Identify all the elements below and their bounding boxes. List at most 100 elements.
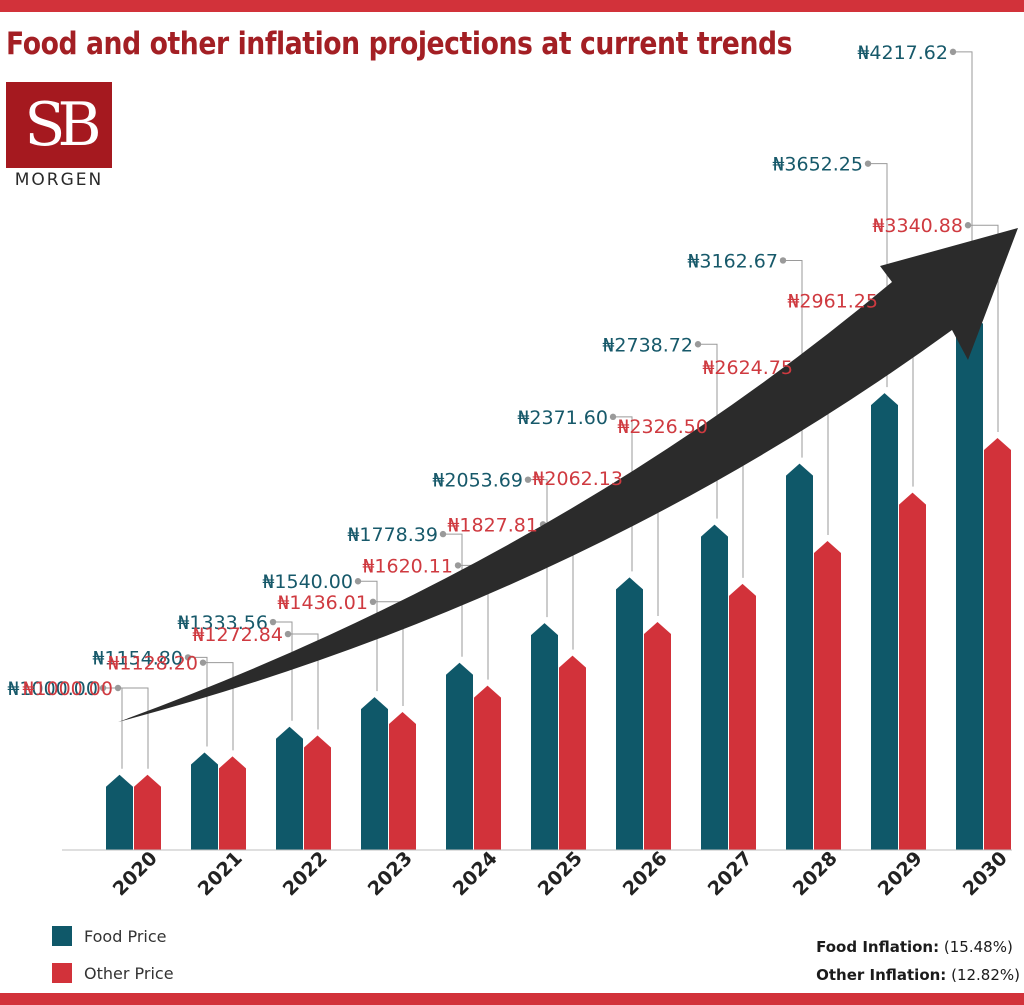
leader-food-2022 [273, 621, 293, 721]
leader-dot-other-2020 [114, 684, 122, 692]
leader-dot-food-2021 [184, 654, 192, 661]
value-label-other-2030: ₦3340.88 [872, 215, 963, 237]
value-labels: ₦1000.00₦1000.00 ₦1154.80₦1128.20 ₦1333.56… [7, 42, 963, 700]
bar-other-2028 [814, 540, 841, 850]
leader-food-2021 [188, 656, 208, 747]
value-label-other-2021: ₦1128.20 [107, 653, 198, 675]
x-tick-2030: 2030 [959, 847, 1012, 900]
leader-other-2030 [968, 224, 999, 432]
leader-food-2020 [103, 687, 123, 769]
food-inflation-value: (15.48%) [943, 938, 1013, 956]
leader-dot-food-2024 [439, 530, 447, 538]
leader-dot-food-2020 [99, 684, 107, 692]
value-label-food-2023: ₦1540.00 [262, 571, 353, 593]
bar-other-2027 [729, 583, 756, 850]
value-label-food-2021: ₦1154.80 [92, 647, 183, 669]
value-label-other-2022: ₦1272.84 [192, 624, 283, 646]
bottom-band [0, 993, 1024, 1005]
leader-dot-food-2022 [269, 618, 277, 626]
bar-food-2025 [531, 623, 558, 850]
legend-label-food: Food Price [84, 926, 167, 946]
bar-food-2026 [616, 577, 643, 850]
x-tick-2021: 2021 [194, 847, 247, 900]
bars [106, 311, 1011, 850]
page-title: Food and other inflation projections at … [6, 26, 793, 62]
bar-food-2023 [361, 697, 388, 850]
value-label-other-2027: ₦2326.50 [617, 416, 708, 438]
bar-food-2020 [106, 774, 133, 850]
x-axis: 2020 2021 2022 2023 2024 2025 2026 2027 2028 2029… [62, 847, 1012, 900]
leader-dot-other-2021 [199, 659, 207, 666]
other-inflation-value: (12.82%) [951, 966, 1020, 984]
bar-other-2030 [984, 437, 1011, 850]
food-inflation: Food Inflation: (15.48%) [816, 938, 1020, 956]
bar-food-2027 [701, 524, 728, 850]
legend-swatch-other [52, 963, 72, 983]
leader-dot-food-2026 [609, 413, 617, 421]
leader-dot-other-2023 [369, 598, 377, 606]
value-label-other-2025: ₦1827.81 [447, 514, 538, 536]
leader-food-2024 [443, 533, 463, 657]
x-tick-2028: 2028 [789, 847, 842, 900]
leader-dot-food-2023 [354, 578, 362, 585]
value-label-other-2024: ₦1620.11 [362, 555, 453, 577]
leader-food-2023 [358, 580, 378, 692]
bar-food-2030 [956, 311, 983, 850]
bar-other-2024 [474, 685, 501, 850]
leader-dot-other-2024 [454, 562, 462, 569]
bar-other-2026 [644, 621, 671, 850]
value-label-food-2024: ₦1778.39 [347, 524, 438, 546]
value-label-other-2023: ₦1436.01 [277, 592, 368, 614]
bar-other-2029 [899, 492, 926, 850]
trend-arrow [118, 228, 1018, 722]
leader-dot-food-2025 [524, 476, 532, 483]
x-tick-2023: 2023 [364, 847, 417, 900]
leader-dot-food-2029 [864, 160, 872, 167]
bar-food-2022 [276, 726, 303, 850]
other-inflation-name: Other Inflation: [816, 966, 947, 984]
x-tick-2020: 2020 [109, 847, 162, 900]
top-band [0, 0, 1024, 12]
value-label-food-2028: ₦3162.67 [687, 250, 778, 272]
legend: Food Price Other Price [52, 926, 174, 1000]
value-label-food-2022: ₦1333.56 [177, 612, 268, 634]
bar-food-2021 [191, 752, 218, 850]
bar-other-2020 [134, 774, 161, 850]
bar-other-2025 [559, 655, 586, 850]
bar-other-2021 [219, 756, 246, 850]
other-inflation: Other Inflation: (12.82%) [816, 966, 1020, 984]
bar-food-2029 [871, 393, 898, 850]
leader-other-2022 [288, 633, 319, 730]
leader-food-2030 [953, 51, 973, 306]
leader-dot-food-2030 [949, 48, 957, 56]
value-label-other-2029: ₦2961.25 [787, 290, 878, 312]
bar-food-2024 [446, 662, 473, 850]
logo-word: MORGEN [14, 170, 104, 190]
value-label-food-2026: ₦2371.60 [517, 407, 608, 429]
leader-food-2025 [528, 479, 548, 618]
x-tick-2024: 2024 [449, 847, 502, 900]
legend-swatch-food [52, 926, 72, 946]
x-tick-2026: 2026 [619, 847, 672, 900]
x-tick-2029: 2029 [874, 847, 927, 900]
leader-dot-food-2027 [694, 341, 702, 348]
value-label-other-2028: ₦2624.75 [702, 357, 793, 379]
legend-item-food: Food Price [52, 926, 174, 946]
leader-other-2020 [118, 687, 149, 769]
value-label-other-2020: ₦1000.00 [22, 678, 113, 700]
legend-item-other: Other Price [52, 963, 174, 983]
value-label-food-2020: ₦1000.00 [7, 678, 98, 700]
legend-label-other: Other Price [84, 963, 174, 983]
inflation-summary: Food Inflation: (15.48%) Other Inflation… [816, 938, 1020, 994]
trend-arrow-group [118, 228, 1018, 722]
value-label-other-2026: ₦2062.13 [532, 468, 623, 490]
value-label-food-2030: ₦4217.62 [857, 42, 948, 64]
value-label-food-2025: ₦2053.69 [432, 470, 523, 492]
logo: SB MORGEN [6, 82, 112, 190]
leader-dot-other-2030 [964, 222, 972, 229]
food-inflation-name: Food Inflation: [816, 938, 940, 956]
leader-other-2021 [203, 662, 234, 751]
leader-dot-other-2022 [284, 630, 292, 638]
bar-other-2023 [389, 712, 416, 850]
